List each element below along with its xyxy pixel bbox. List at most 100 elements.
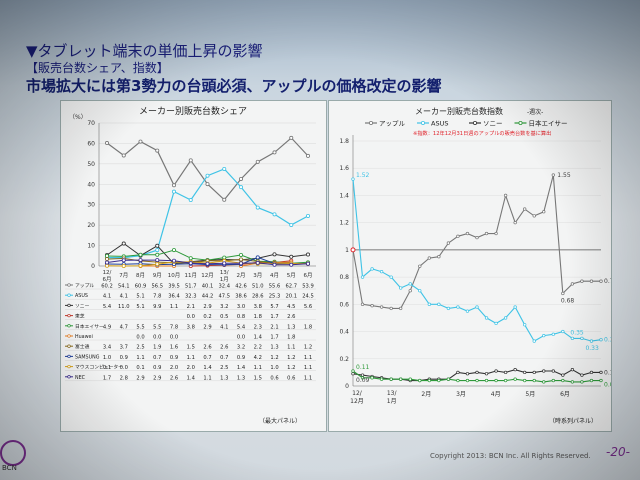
index-point-series-0 [589, 279, 594, 283]
index-point-series-3 [570, 380, 575, 384]
index-point-series-2 [465, 372, 470, 376]
index-point-series-1 [408, 282, 412, 286]
index-point-series-3 [418, 378, 422, 383]
index-chart: メーカー別販売台数指数 -週次- アップル ASUS ソニー 日本エイサー※指数：12年1… [339, 106, 617, 425]
share-x-tick: 6月 [304, 272, 313, 279]
index-line-series-1 [352, 179, 602, 342]
index-point-series-1 [389, 275, 393, 279]
index-point-series-3 [532, 378, 536, 383]
index-point-series-2 [542, 369, 546, 373]
index-y-tick: 0.8 [339, 274, 349, 281]
index-point-series-3 [389, 377, 393, 381]
share-table-cell: 1.7 [270, 314, 278, 320]
index-x-tick: 3月 [456, 391, 466, 398]
share-table-cell: 1.2 [304, 345, 312, 351]
share-point-series-7 [255, 255, 260, 260]
share-table-cell: 4.5 [287, 304, 295, 310]
share-x-tick: 1月 [220, 276, 229, 283]
index-point-series-0 [456, 234, 460, 238]
share-point-series-0 [172, 183, 177, 188]
share-y-tick: 60 [87, 140, 95, 147]
share-point-series-2 [289, 254, 294, 259]
index-point-series-0 [523, 207, 527, 211]
index-point-series-3 [551, 378, 555, 383]
share-point-series-4 [138, 252, 143, 257]
share-table-cell: 2.3 [254, 324, 262, 330]
share-table-cell: 51.7 [185, 284, 197, 290]
index-data-label: 0.35 [570, 329, 584, 336]
index-point-series-0 [418, 264, 422, 268]
index-point-series-2 [513, 368, 517, 372]
share-y-tick: 10 [87, 243, 95, 250]
share-table-cell: 3.2 [237, 345, 245, 351]
index-point-series-1 [513, 305, 517, 309]
share-legend-label: ソニー [75, 303, 90, 309]
share-point-series-8 [155, 262, 160, 267]
share-point-series-9 [238, 261, 243, 266]
index-point-series-0 [542, 210, 546, 214]
share-x-tick: 12/ [103, 270, 112, 276]
share-point-series-1 [222, 166, 227, 171]
share-table-cell: 1.1 [287, 345, 295, 351]
share-table-cell: 1.3 [220, 375, 228, 381]
index-point-series-1 [570, 336, 575, 341]
share-x-tick: 12月 [201, 272, 214, 279]
index-point-series-3 [456, 378, 460, 383]
index-x-tick: 5月 [525, 391, 535, 398]
index-y-tick: 1 [345, 247, 349, 254]
share-table-cell: 1.2 [287, 355, 295, 361]
index-point-series-2 [561, 373, 565, 377]
share-x-tick: 8月 [136, 272, 145, 279]
share-table-cell: 4.1 [120, 294, 128, 300]
index-legend-marker-series-2 [472, 120, 477, 125]
share-table-cell: 2.9 [203, 304, 211, 310]
index-chart-note: ※指数：12年12月31日週のアップルの販売台数を基に算出 [413, 129, 551, 137]
index-point-series-3 [475, 378, 479, 383]
share-point-series-0 [105, 141, 110, 146]
index-y-tick: 0 [345, 383, 349, 390]
share-table-cell: 1.1 [254, 365, 262, 371]
share-point-series-0 [205, 182, 210, 187]
share-table-cell: 7.8 [153, 294, 161, 300]
share-legend-marker-series-5 [67, 334, 71, 338]
share-table-cell: 2.1 [187, 304, 195, 310]
share-table-cell: 1.6 [170, 345, 178, 351]
share-table-cell: 0.9 [153, 365, 161, 371]
index-legend-marker-series-1 [421, 120, 426, 125]
share-point-series-4 [172, 248, 177, 253]
share-table-cell: 32.4 [218, 284, 230, 290]
share-point-series-1 [238, 185, 243, 190]
index-legend-label: ソニー [483, 120, 503, 128]
share-table-cell: 5.4 [237, 324, 246, 330]
share-x-tick: 2月 [237, 272, 246, 279]
share-point-series-2 [272, 252, 277, 257]
share-table-cell: 2.8 [120, 375, 128, 381]
share-point-series-1 [272, 212, 277, 217]
share-chart-panel: メーカー別販売台数シェア （%） 0 10 20 30 40 50 60 70 12/6月 7月 8月 9… [60, 100, 327, 432]
index-x-tick: 12/ [352, 390, 363, 397]
share-point-series-4 [155, 252, 160, 257]
share-table-cell: 0.0 [237, 335, 245, 341]
index-point-series-3 [408, 377, 412, 381]
index-data-label: 1.52 [356, 172, 370, 179]
share-table-cell: 0.7 [203, 355, 211, 361]
index-point-series-1 [532, 339, 536, 343]
share-point-series-9 [222, 261, 227, 266]
share-table-cell: 5.5 [136, 324, 144, 330]
share-table-cell: 1.0 [270, 365, 278, 371]
index-point-series-1 [437, 302, 441, 306]
index-point-series-0 [561, 291, 565, 296]
index-point-series-2 [599, 370, 603, 375]
share-legend-label: Huawei [75, 334, 93, 340]
share-table-cell: 3.7 [120, 345, 128, 351]
index-point-series-1 [379, 270, 384, 274]
share-table-cell: 2.0 [187, 365, 195, 371]
index-point-series-3 [465, 378, 470, 383]
share-table-cell: 1.1 [203, 375, 211, 381]
share-table-cell: 0.9 [170, 355, 178, 361]
index-point-series-1 [599, 338, 603, 342]
page-number: -20- [606, 445, 630, 459]
share-table-cell: 5.1 [136, 294, 144, 300]
share-table-cell: 1.4 [203, 365, 212, 371]
slide-headline: 市場拡大には第3勢力の台頭必須、アップルの価格改定の影響 [26, 77, 442, 95]
